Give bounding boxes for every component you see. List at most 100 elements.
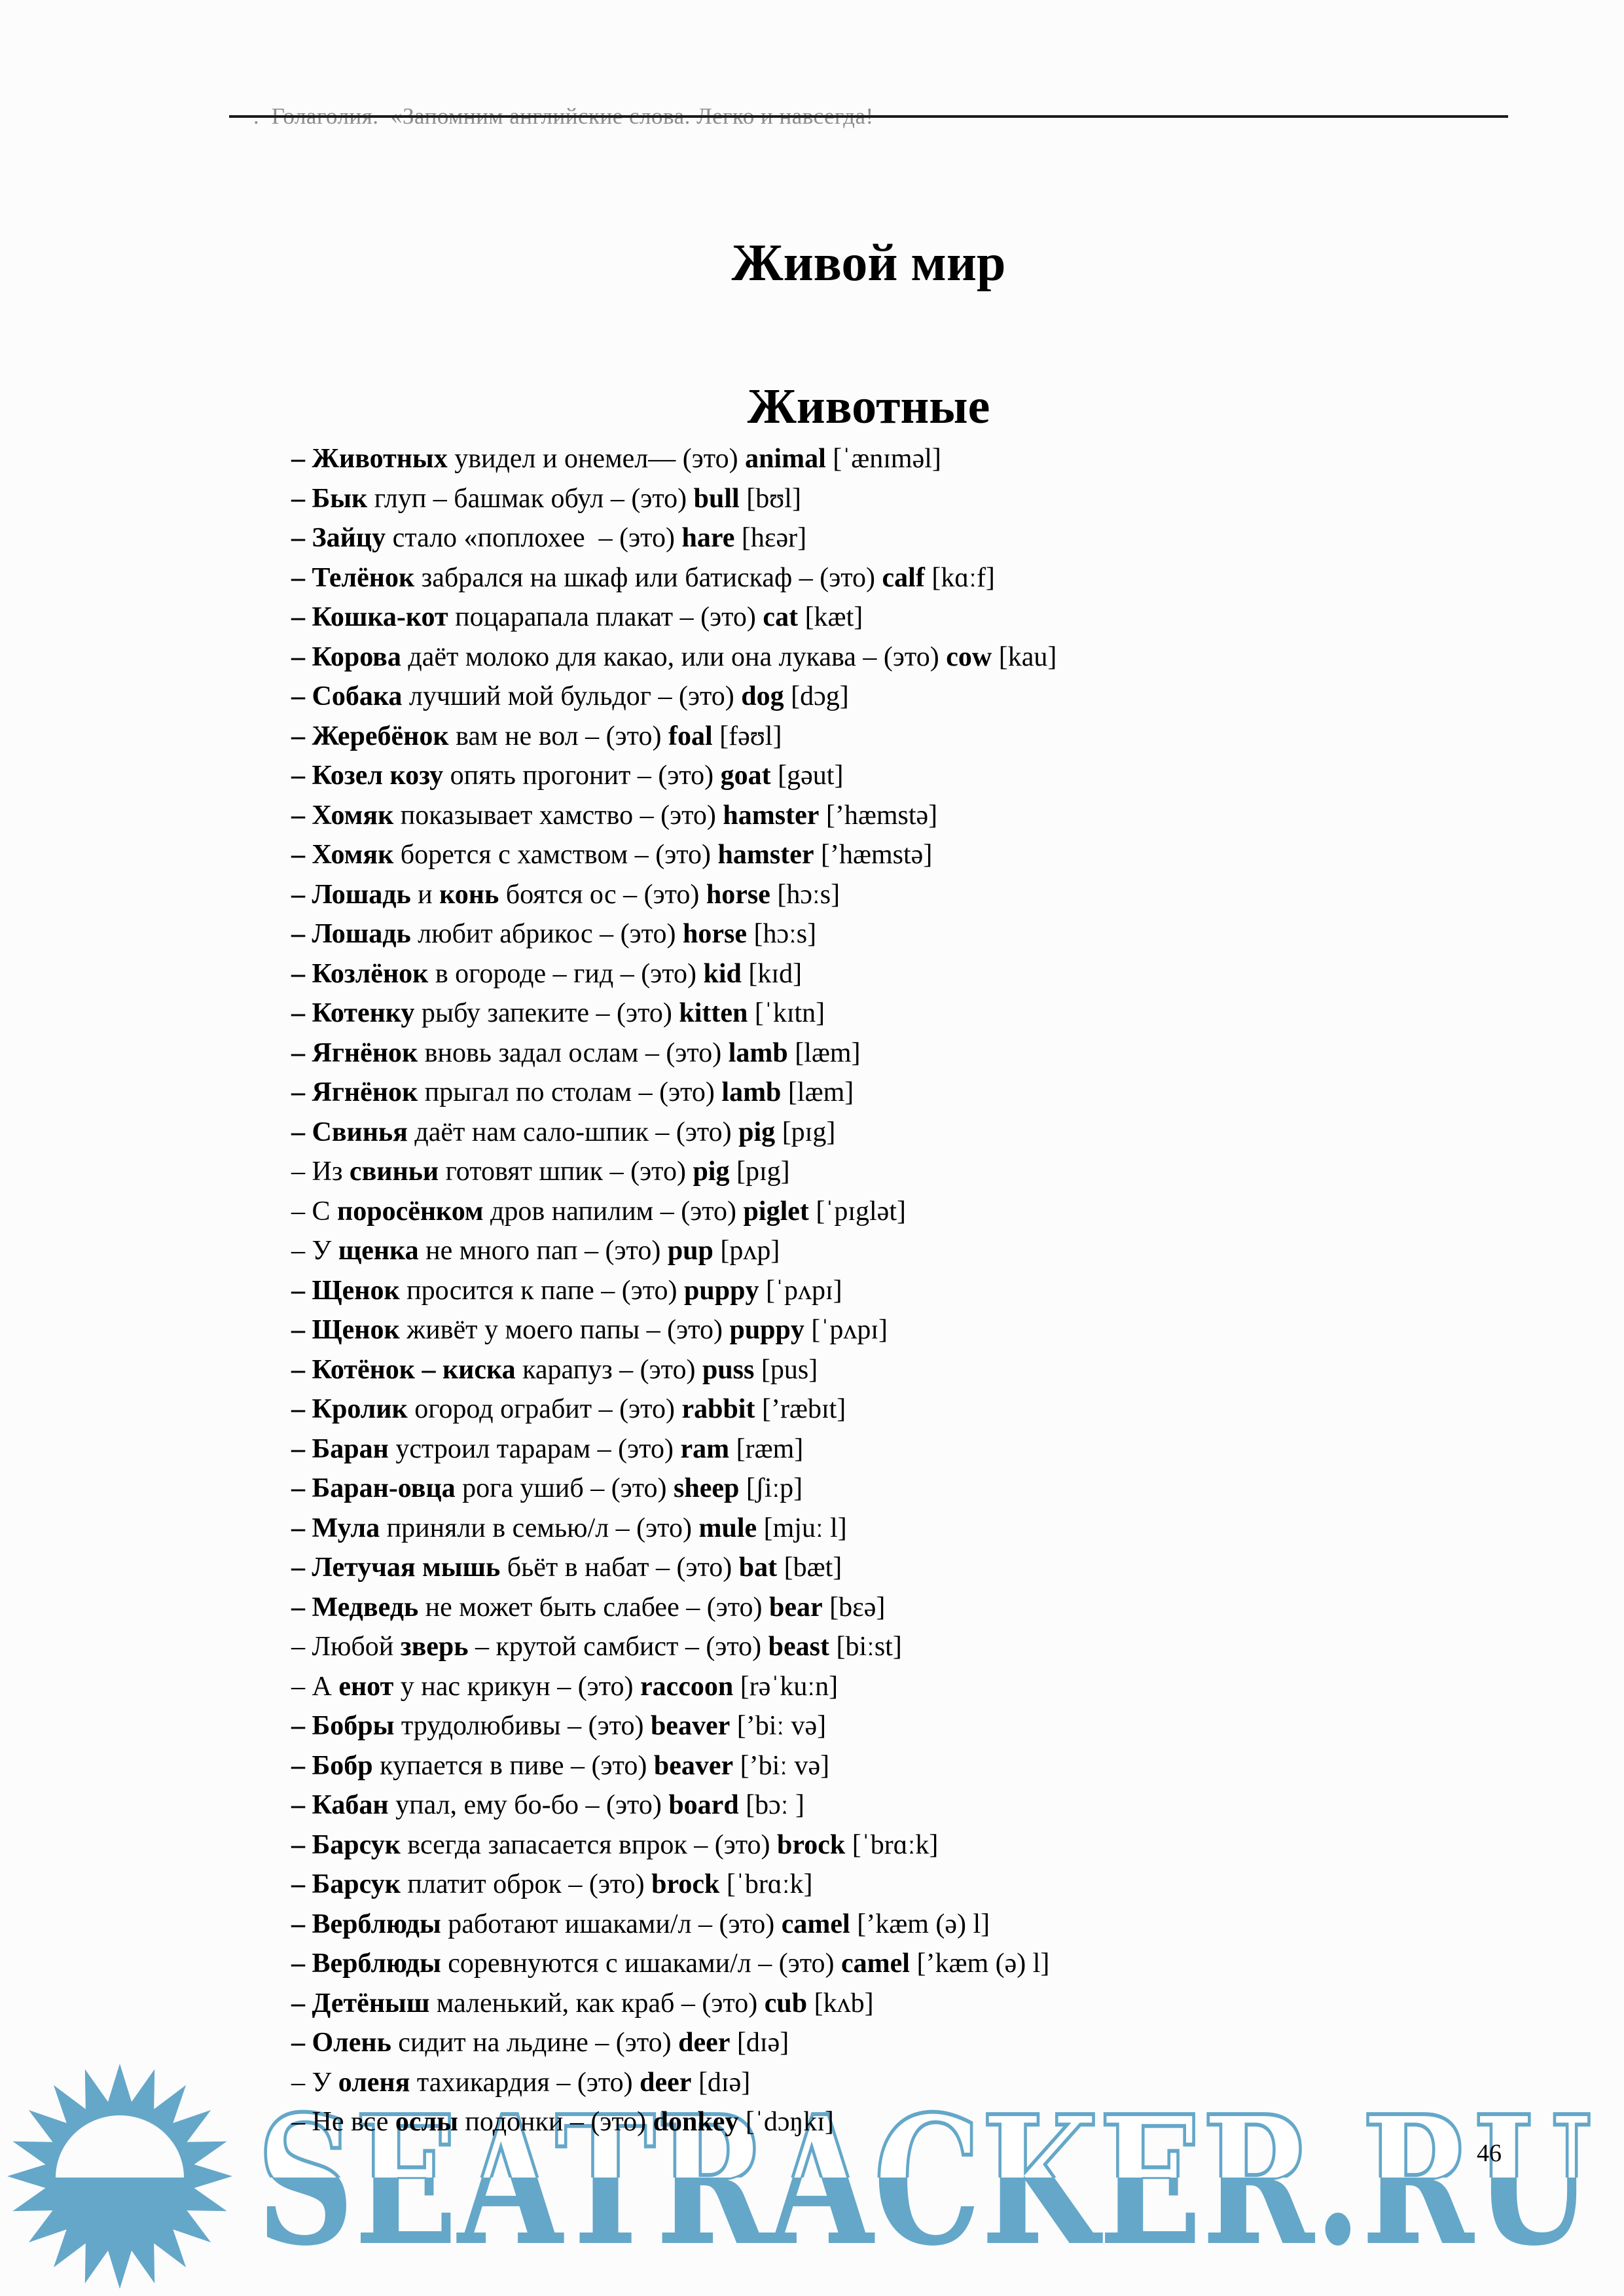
term-text: – Козлёнок <box>291 958 429 989</box>
plain-text: – С <box>291 1196 338 1227</box>
plain-text: готовят шпик – (это) <box>439 1157 693 1187</box>
term-text: – Корова <box>291 641 401 672</box>
list-item: – Жеребёнок вам не вол – (это) foal [fəʊ… <box>291 717 1489 757</box>
plain-text: всегда запасается впрок – (это) <box>400 1829 778 1860</box>
term-text: поросёнком <box>337 1196 484 1227</box>
list-item: – Ягнёнок вновь задал ослам – (это) lamb… <box>291 1033 1489 1073</box>
plain-text: соревнуются с ишаками/л – (это) <box>441 1948 842 1979</box>
term-text: – Лошадь <box>291 879 411 910</box>
term-text: cow <box>946 641 992 672</box>
plain-text: [gəut] <box>770 761 844 791</box>
term-text: cub <box>764 1988 808 2018</box>
term-text: – Баран <box>291 1433 389 1464</box>
plain-text: [ˈdɔŋkɪ] <box>738 2107 834 2137</box>
term-text: brock <box>651 1869 720 1899</box>
list-item: – Олень сидит на льдине – (это) deer [dɪ… <box>291 2023 1489 2063</box>
plain-text: работают ишаками/л – (это) <box>441 1909 782 1939</box>
term-text: pig <box>738 1117 776 1147</box>
term-text: – Бобр <box>291 1750 373 1781</box>
plain-text: [kɪd] <box>741 958 803 989</box>
plain-text: устроил тарарам – (это) <box>388 1433 681 1464</box>
list-item: – А енот у нас крикун – (это) raccoon [r… <box>291 1667 1489 1707</box>
plain-text: [hɔːs] <box>746 919 817 949</box>
plain-text: [ˈpɪglət] <box>808 1196 906 1227</box>
plain-text: – Из <box>291 1157 350 1187</box>
plain-text: [ˈænɪməl] <box>825 444 941 474</box>
list-item: – Кролик огород ограбит – (это) rabbit [… <box>291 1390 1489 1429</box>
term-text: horse <box>682 919 747 949</box>
list-item: – С поросёнком дров напилим – (это) pigl… <box>291 1192 1489 1232</box>
list-item: – Верблюды работают ишаками/л – (это) ca… <box>291 1905 1489 1945</box>
term-text: – Бобры <box>291 1711 395 1741</box>
term-text: animal <box>745 444 826 474</box>
list-item: – Кошка-кот поцарапала плакат – (это) ca… <box>291 598 1489 637</box>
plain-text: [læm] <box>787 1037 861 1068</box>
plain-text: [ˈkɪtn] <box>748 998 825 1028</box>
term-text: – Кролик <box>291 1394 408 1424</box>
plain-text: [ʼhæmstə] <box>814 840 933 870</box>
term-text: – Щенок <box>291 1315 400 1345</box>
plain-text: [ræm] <box>729 1433 804 1464</box>
plain-text: у нас крикун – (это) <box>393 1671 640 1702</box>
list-item: – Баран устроил тарарам – (это) ram [ræm… <box>291 1429 1489 1469</box>
term-text: mule <box>698 1513 757 1543</box>
watermark-text-outline: SEATRACKER.RU <box>257 2077 1592 2285</box>
plain-text: подонки – (это) <box>458 2107 653 2137</box>
term-text: beaver <box>653 1750 734 1781</box>
plain-text: [ʃiːp] <box>739 1473 803 1503</box>
list-item: – Хомяк борется с хамством – (это) hamst… <box>291 835 1489 875</box>
term-text: – Кошка-кот <box>291 602 448 632</box>
term-text: kitten <box>679 998 748 1028</box>
list-item: – Бобр купается в пиве – (это) beaver [ʼ… <box>291 1746 1489 1786</box>
term-text: puppy <box>684 1275 759 1306</box>
term-text: puppy <box>729 1315 804 1345</box>
plain-text: [ʼkæm (ə) l] <box>909 1948 1050 1979</box>
term-text: – Летучая мышь <box>291 1552 501 1583</box>
term-text: horse <box>706 879 770 910</box>
term-text: – Медведь <box>291 1592 419 1623</box>
plain-text: и <box>410 879 440 910</box>
term-text: board <box>668 1790 739 1820</box>
term-text: – Жеребёнок <box>291 721 449 751</box>
plain-text: [fəʊl] <box>712 721 782 751</box>
term-text: – Ягнёнок <box>291 1037 418 1068</box>
term-text: – Олень <box>291 2028 391 2058</box>
plain-text: [ˈbrɑːk] <box>845 1829 939 1860</box>
plain-text: показывает хамство – (это) <box>393 800 723 831</box>
term-text: ослы <box>395 2107 458 2137</box>
list-item: – Любой зверь – крутой самбист – (это) b… <box>291 1627 1489 1667</box>
term-text: – Баран-овца <box>291 1473 456 1503</box>
plain-text: [dɪə] <box>691 2067 751 2098</box>
list-item: – Бык глуп – башмак обул – (это) bull [b… <box>291 479 1489 519</box>
plain-text: [pɪg] <box>729 1157 790 1187</box>
term-text: – Собака <box>291 681 403 711</box>
plain-text: дров напилим – (это) <box>483 1196 744 1227</box>
plain-text: вам не вол – (это) <box>448 721 668 751</box>
plain-text: [bæt] <box>777 1552 842 1583</box>
plain-text: [dɔg] <box>784 681 849 711</box>
list-item: – Летучая мышь бьёт в набат – (это) bat … <box>291 1548 1489 1588</box>
term-text: – Барсук <box>291 1869 401 1899</box>
term-text: sheep <box>674 1473 740 1503</box>
plain-text: рога ушиб – (это) <box>455 1473 674 1503</box>
word-list: – Животных увидел и онемел— (это) animal… <box>291 439 1489 2142</box>
term-text: оленя <box>338 2067 410 2098</box>
plain-text: купается в пиве – (это) <box>372 1750 654 1781</box>
plain-text: [bɛə] <box>822 1592 886 1623</box>
plain-text: [rəˈkuːn] <box>733 1671 839 1702</box>
term-text: – Верблюды <box>291 1909 441 1939</box>
term-text: hare <box>681 523 735 553</box>
plain-text: – А <box>291 1671 339 1702</box>
page-number: 46 <box>1477 2140 1502 2167</box>
plain-text: даёт молоко для какао, или она лукава – … <box>401 641 947 672</box>
term-text: – Свинья <box>291 1117 408 1147</box>
plain-text: карапуз – (это) <box>515 1354 702 1385</box>
plain-text: [læm] <box>781 1077 854 1107</box>
term-text: – Животных <box>291 444 448 474</box>
term-text: – Котенку <box>291 998 415 1028</box>
term-text: bull <box>693 483 740 514</box>
list-item: – Свинья даёт нам сало-шпик – (это) pig … <box>291 1113 1489 1153</box>
list-item: – Верблюды соревнуются с ишаками/л – (эт… <box>291 1944 1489 1984</box>
plain-text: [ˈbrɑːk] <box>719 1869 813 1899</box>
plain-text: не может быть слабее – (это) <box>418 1592 770 1623</box>
